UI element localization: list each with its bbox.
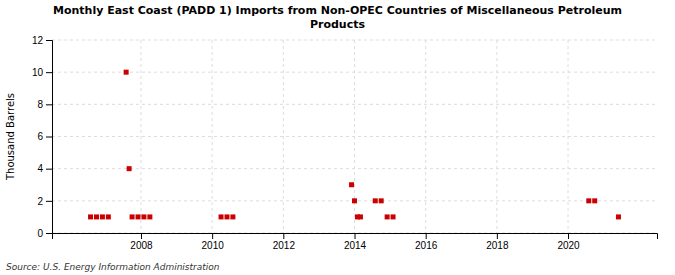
grid-line-x [212, 40, 213, 233]
tick: 2012 [273, 233, 296, 251]
grid-line-x [140, 40, 141, 233]
point [586, 198, 591, 203]
tick: 2010 [202, 233, 225, 251]
tick-mark [46, 201, 52, 202]
tick: 0 [37, 228, 52, 239]
tick-label: 2008 [130, 240, 153, 251]
tick: 2 [37, 196, 52, 207]
point [88, 214, 93, 219]
tick: 2014 [344, 233, 367, 251]
plot: 2008 2010 2012 2014 2016 2018 2020 0 2 4 6 8 10 12 [32, 35, 658, 251]
tick-mark [46, 72, 52, 73]
point [141, 214, 146, 219]
point [373, 198, 378, 203]
point [616, 214, 621, 219]
point [224, 214, 229, 219]
tick-mark [46, 233, 52, 234]
tick-label: 2014 [344, 240, 367, 251]
tick: 12 [32, 35, 52, 46]
point [379, 198, 384, 203]
tick-mark [46, 40, 52, 41]
point [230, 214, 235, 219]
grid-line-y [52, 136, 657, 137]
point [100, 214, 105, 219]
tick-label: 2016 [415, 240, 438, 251]
axis-line [46, 41, 53, 234]
tick-mark [283, 233, 284, 239]
tick-label: 6 [37, 131, 43, 142]
tick-label: 0 [37, 228, 43, 239]
grid [52, 40, 657, 233]
tick: 2018 [486, 233, 509, 251]
title-line: Products [310, 18, 366, 31]
title-line: Monthly East Coast (PADD 1) Imports from… [53, 4, 622, 17]
tick: 8 [37, 99, 52, 110]
tick: 6 [37, 131, 52, 142]
tick-mark [497, 233, 498, 239]
point [127, 166, 132, 171]
point [349, 182, 354, 187]
point [352, 198, 357, 203]
point [385, 214, 390, 219]
tick-label: 2012 [273, 240, 296, 251]
point [94, 214, 99, 219]
tick: 2016 [415, 233, 438, 251]
tick-label: 10 [32, 67, 44, 78]
tick-mark [212, 233, 213, 239]
point [147, 214, 152, 219]
tick: 2008 [130, 233, 153, 251]
y-axis: 0 2 4 6 8 10 12 [32, 35, 53, 239]
grid-line-y [52, 72, 657, 73]
x-axis: 2008 2010 2012 2014 2016 2018 2020 [53, 233, 658, 251]
tick-label: 12 [32, 35, 44, 46]
point [219, 214, 224, 219]
point [358, 214, 363, 219]
tick-label: 8 [37, 99, 43, 110]
grid-line-y [52, 40, 657, 41]
tick: 2020 [557, 233, 580, 251]
tick: 10 [32, 67, 52, 78]
tick-mark [46, 137, 52, 138]
tick-mark [46, 104, 52, 105]
source: Source: U.S. Energy Information Administ… [6, 262, 220, 272]
point [391, 214, 396, 219]
y-label: Thousand Barrels [5, 93, 16, 181]
point [124, 70, 129, 75]
tick-label: 2020 [557, 240, 580, 251]
tick-mark [568, 233, 569, 239]
tick-label: 2010 [202, 240, 225, 251]
tick-mark [46, 169, 52, 170]
tick: 4 [37, 163, 52, 174]
tick-mark [426, 233, 427, 239]
tick-mark [355, 233, 356, 239]
tick-label: 2018 [486, 240, 509, 251]
point [136, 214, 141, 219]
tick-mark [141, 233, 142, 239]
tick-label: 4 [37, 163, 43, 174]
chart: 2008 2010 2012 2014 2016 2018 2020 0 2 4 6 8 10 12 Mon… [0, 0, 675, 275]
title: Monthly East Coast (PADD 1) Imports from… [53, 4, 622, 31]
point [592, 198, 597, 203]
point [106, 214, 111, 219]
point [130, 214, 135, 219]
tick-label: 2 [37, 196, 43, 207]
axis-line [53, 234, 658, 240]
grid-line-y [52, 104, 657, 105]
grid-line-y [52, 168, 657, 169]
points [88, 70, 621, 220]
